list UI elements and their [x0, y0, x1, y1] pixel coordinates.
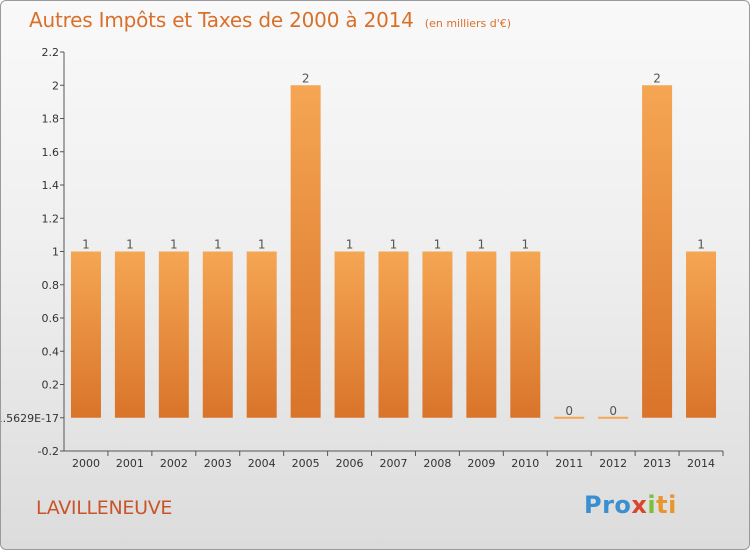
chart-subtitle: (en milliers d'€) — [424, 17, 512, 30]
bar — [202, 251, 233, 418]
y-tick-label: -0.2 — [38, 445, 59, 458]
title-row: Autres Impôts et Taxes de 2000 à 2014 (e… — [29, 8, 511, 32]
bar — [246, 251, 277, 418]
data-label: 1 — [82, 238, 90, 252]
bar — [422, 251, 453, 418]
x-tick-label: 2007 — [380, 457, 408, 470]
bar — [510, 251, 541, 418]
logo-part-2: x — [631, 491, 648, 519]
data-label: 1 — [346, 238, 354, 252]
x-tick-label: 2010 — [511, 457, 539, 470]
chart-axes: 2.2 2 1.8 1.6 1.4 1.2 1 0.8 0.6 0.4 0.2 -1.5629E-17… — [1, 46, 724, 470]
x-tick-label: 2012 — [599, 457, 627, 470]
data-label: 1 — [170, 238, 178, 252]
y-tick-label: 1.2 — [42, 212, 60, 225]
bar — [158, 251, 189, 418]
chart-title: Autres Impôts et Taxes de 2000 à 2014 — [29, 8, 414, 32]
bar — [598, 416, 629, 419]
data-label: 0 — [609, 404, 617, 418]
x-tick-label: 2013 — [643, 457, 671, 470]
x-tick-label: 2011 — [555, 457, 583, 470]
y-tick-label: 0.6 — [42, 312, 60, 325]
y-tick-label: -1.5629E-17 — [1, 412, 59, 425]
x-tick-label: 2004 — [248, 457, 276, 470]
bar — [686, 251, 717, 418]
x-tick-label: 2000 — [72, 457, 100, 470]
x-tick-label: 2001 — [116, 457, 144, 470]
bar — [378, 251, 409, 418]
chart-data-labels: 1 1 1 1 1 2 1 1 1 1 1 0 0 2 1 — [82, 71, 705, 418]
data-label: 1 — [390, 238, 398, 252]
x-tick-label: 2003 — [204, 457, 232, 470]
y-tick-label: 0.8 — [42, 279, 60, 292]
y-tick-label: 0.4 — [42, 345, 60, 358]
data-label: 1 — [214, 238, 222, 252]
proxiti-logo[interactable]: Proxiti — [584, 491, 677, 519]
commune-name: LAVILLENEUVE — [36, 497, 173, 519]
chart-bars — [70, 85, 717, 419]
x-tick-label: 2006 — [336, 457, 364, 470]
y-tick-label: 2.2 — [42, 46, 60, 59]
x-tick-label: 2002 — [160, 457, 188, 470]
data-label: 1 — [478, 238, 486, 252]
logo-part-1: Pro — [584, 491, 632, 519]
x-tick-label: 2014 — [687, 457, 715, 470]
data-label: 1 — [434, 238, 442, 252]
x-tick-label: 2005 — [292, 457, 320, 470]
data-label: 2 — [302, 71, 310, 85]
data-label: 1 — [258, 238, 266, 252]
data-label: 1 — [521, 238, 529, 252]
y-tick-label: 1.4 — [42, 179, 60, 192]
bar — [290, 85, 321, 418]
bar — [554, 416, 585, 419]
y-tick-label: 2 — [52, 79, 59, 92]
y-tick-label: 1 — [52, 246, 59, 259]
data-label: 1 — [126, 238, 134, 252]
data-label: 1 — [697, 238, 705, 252]
bar — [642, 85, 673, 418]
bar — [114, 251, 145, 418]
x-tick-label: 2009 — [467, 457, 495, 470]
x-tick-label: 2008 — [423, 457, 451, 470]
y-tick-label: 1.6 — [42, 146, 60, 159]
y-tick-label: 0.2 — [42, 379, 60, 392]
y-tick-label: 1.8 — [42, 113, 60, 126]
data-label: 0 — [565, 404, 573, 418]
data-label: 2 — [653, 71, 661, 85]
logo-part-3: i — [647, 491, 657, 519]
logo-part-4: ti — [656, 491, 677, 519]
bar — [334, 251, 365, 418]
bar — [70, 251, 101, 418]
bar — [466, 251, 497, 418]
